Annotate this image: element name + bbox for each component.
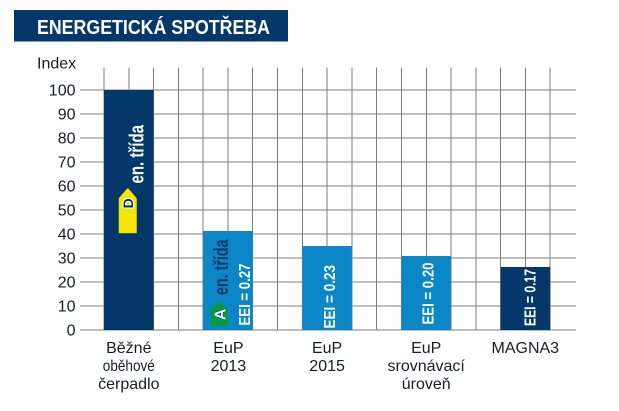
- svg-text:30: 30: [58, 251, 76, 268]
- svg-text:EEI = 0.23: EEI = 0.23: [322, 265, 339, 329]
- svg-text:srovnávací: srovnávací: [388, 358, 466, 375]
- svg-text:50: 50: [58, 203, 76, 220]
- svg-text:A: A: [212, 308, 229, 320]
- svg-text:100: 100: [49, 83, 76, 100]
- svg-text:EEI = 0.17: EEI = 0.17: [523, 269, 540, 326]
- svg-text:2015: 2015: [309, 358, 345, 375]
- svg-text:10: 10: [58, 299, 76, 316]
- svg-text:Běžné: Běžné: [106, 340, 151, 357]
- svg-text:ENERGETICKÁ SPOTŘEBA: ENERGETICKÁ SPOTŘEBA: [37, 15, 270, 39]
- svg-text:Index: Index: [37, 56, 76, 73]
- svg-text:MAGNA3: MAGNA3: [492, 340, 560, 357]
- svg-text:en. třída: en. třída: [211, 239, 233, 295]
- svg-text:2013: 2013: [211, 358, 247, 375]
- svg-text:0: 0: [67, 323, 76, 340]
- svg-text:80: 80: [58, 131, 76, 148]
- svg-text:90: 90: [58, 107, 76, 124]
- svg-text:70: 70: [58, 155, 76, 172]
- svg-text:20: 20: [58, 275, 76, 292]
- svg-text:čerpadlo: čerpadlo: [98, 376, 159, 393]
- svg-text:60: 60: [58, 179, 76, 196]
- svg-text:40: 40: [58, 227, 76, 244]
- svg-text:D: D: [120, 198, 136, 208]
- svg-text:EEI = 0.27: EEI = 0.27: [237, 263, 254, 325]
- svg-text:oběhové: oběhové: [103, 358, 155, 375]
- svg-text:EuP: EuP: [213, 340, 243, 357]
- svg-text:úroveň: úroveň: [402, 376, 451, 393]
- svg-text:EEI = 0.20: EEI = 0.20: [421, 262, 438, 324]
- svg-text:EuP: EuP: [411, 340, 441, 357]
- svg-text:EuP: EuP: [312, 340, 342, 357]
- svg-text:en. třída: en. třída: [127, 124, 149, 183]
